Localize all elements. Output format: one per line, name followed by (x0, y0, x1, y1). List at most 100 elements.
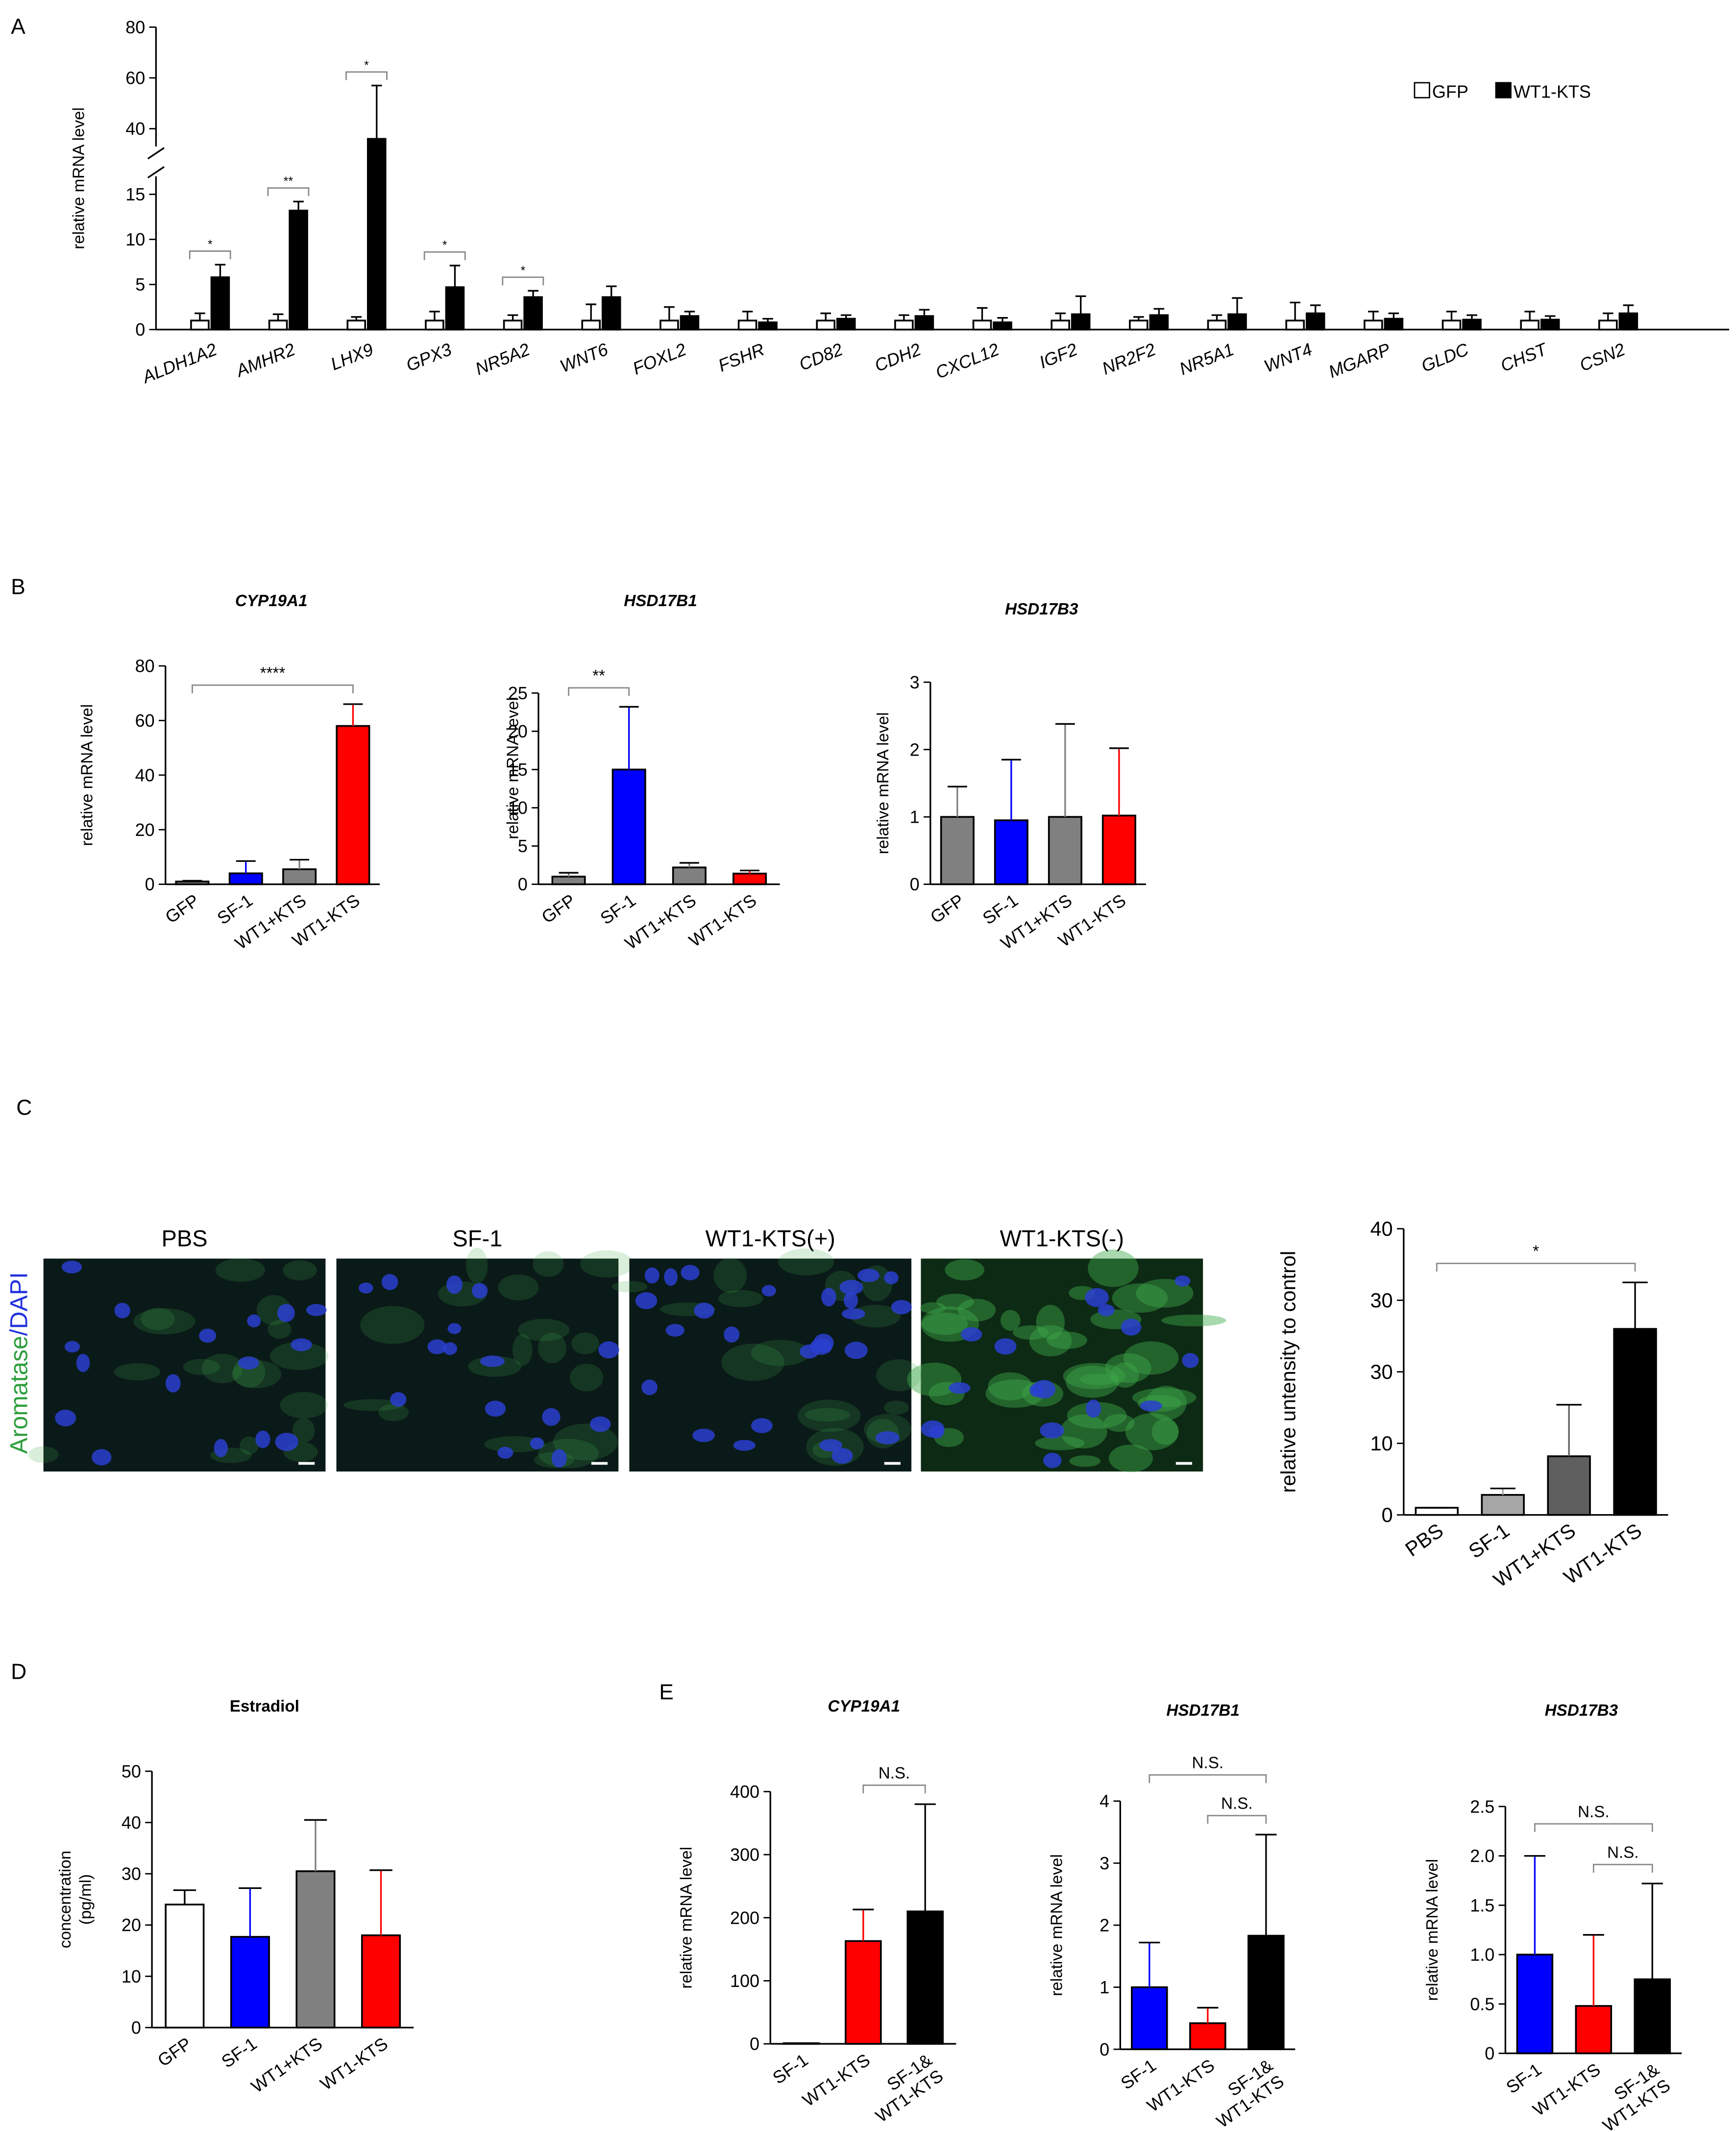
aromatase-signal (269, 1342, 329, 1371)
nucleus (551, 1449, 567, 1468)
nucleus (114, 1302, 130, 1319)
significance-bracket (423, 251, 466, 260)
image-label: SF-1 (452, 1225, 502, 1251)
bar (282, 868, 317, 885)
panel-label: B (11, 575, 25, 599)
nucleus (694, 1302, 714, 1319)
bar (1189, 2022, 1226, 2050)
significance-bracket (267, 187, 310, 196)
aromatase-signal (721, 1344, 784, 1381)
significance-label: ** (592, 667, 605, 685)
significance-label: N.S. (1578, 1803, 1610, 1821)
bar (993, 321, 1012, 331)
nucleus (1029, 1383, 1044, 1397)
bar (601, 296, 621, 331)
y-tick-label: 50 (122, 1761, 141, 1781)
aromatase-signal (1088, 1250, 1139, 1287)
y-tick-label: 15 (508, 760, 528, 780)
nucleus (165, 1374, 181, 1393)
aromatase-signal (280, 1392, 328, 1419)
bar (228, 872, 263, 885)
significance-label: * (364, 58, 369, 72)
y-axis-label: relative mRNA level (1048, 1854, 1066, 1996)
y-tick-label: 2 (1100, 1915, 1109, 1936)
aromatase-signal (1029, 1325, 1072, 1357)
aromatase-signal (1111, 1362, 1139, 1388)
image-label: WT1-KTS(+) (706, 1225, 835, 1251)
aromatase-signal (1161, 1314, 1226, 1326)
aromatase-signal (920, 1302, 946, 1314)
y-tick-label: 0 (910, 874, 920, 894)
aromatase-signal (1079, 1373, 1118, 1385)
panel-label: E (659, 1680, 674, 1704)
axis-break (147, 166, 165, 178)
aromatase-signal (133, 1308, 196, 1335)
aromatase-signal (498, 1274, 539, 1300)
significance-label: * (442, 239, 447, 252)
y-axis-label: relative mRNA level (78, 704, 96, 846)
bar (732, 872, 767, 885)
nucleus (275, 1432, 298, 1451)
y-tick-label: 10 (508, 798, 528, 818)
y-tick-label: 20 (508, 721, 528, 741)
y-tick-label: 2.5 (1470, 1796, 1494, 1816)
y-tick-label: 40 (1370, 1217, 1393, 1240)
panel-label: D (11, 1660, 26, 1684)
nucleus (199, 1328, 217, 1343)
nucleus (61, 1260, 82, 1274)
bar (190, 319, 210, 331)
aromatase-signal (1151, 1419, 1178, 1445)
aromatase-signal (28, 1446, 59, 1463)
nucleus (641, 1379, 658, 1396)
aromatase-signal (215, 1258, 266, 1282)
significance-label: N.S. (1221, 1794, 1253, 1813)
y-tick-label: 0.5 (1470, 1994, 1494, 2014)
aromatase-signal (360, 1306, 425, 1344)
y-axis-label: relative mRNA level (874, 712, 892, 855)
aromatase-signal (1123, 1341, 1179, 1375)
bar (737, 319, 758, 331)
bar (346, 319, 367, 331)
bar (1071, 313, 1091, 331)
y-tick-label: 25 (508, 683, 528, 703)
y-tick-label: 1.5 (1470, 1895, 1494, 1915)
scale-bar (591, 1462, 608, 1465)
y-tick-label: 1 (1100, 1977, 1109, 1997)
panel-label: C (16, 1096, 32, 1120)
scale-bar (1175, 1462, 1193, 1465)
y-tick-label: 0 (131, 2017, 141, 2037)
significance-bracket (1207, 1814, 1267, 1824)
bar (1618, 312, 1638, 331)
bar (425, 319, 444, 331)
y-tick-label: 2 (910, 739, 920, 760)
nucleus (681, 1265, 700, 1280)
y-tick-label: 200 (730, 1908, 759, 1928)
legend-swatch (1495, 82, 1512, 98)
aromatase-signal (851, 1305, 901, 1328)
y-tick-label: 0 (750, 2034, 759, 2054)
y-tick-label: 0 (145, 874, 155, 894)
significance-label: N.S. (1607, 1843, 1639, 1862)
significance-label: N.S. (1192, 1754, 1224, 1772)
bar (175, 881, 210, 885)
y-tick-label: 400 (730, 1782, 759, 1802)
nucleus (471, 1283, 488, 1299)
bar (611, 768, 646, 885)
legend-swatch (1414, 82, 1430, 98)
aromatase-signal (533, 1251, 564, 1277)
aromatase-signal (484, 1436, 545, 1453)
nucleus (542, 1408, 561, 1426)
bar (1547, 1455, 1591, 1516)
nucleus (1174, 1275, 1191, 1287)
nucleus (921, 1420, 945, 1438)
significance-bracket (502, 276, 544, 286)
aromatase-signal (553, 1423, 618, 1461)
chart-title: Estradiol (230, 1697, 299, 1715)
axis-break (147, 147, 165, 160)
bar (1247, 1935, 1285, 2050)
aromatase-signal (957, 1299, 996, 1322)
bar (551, 876, 586, 885)
bar (1516, 1954, 1554, 2055)
